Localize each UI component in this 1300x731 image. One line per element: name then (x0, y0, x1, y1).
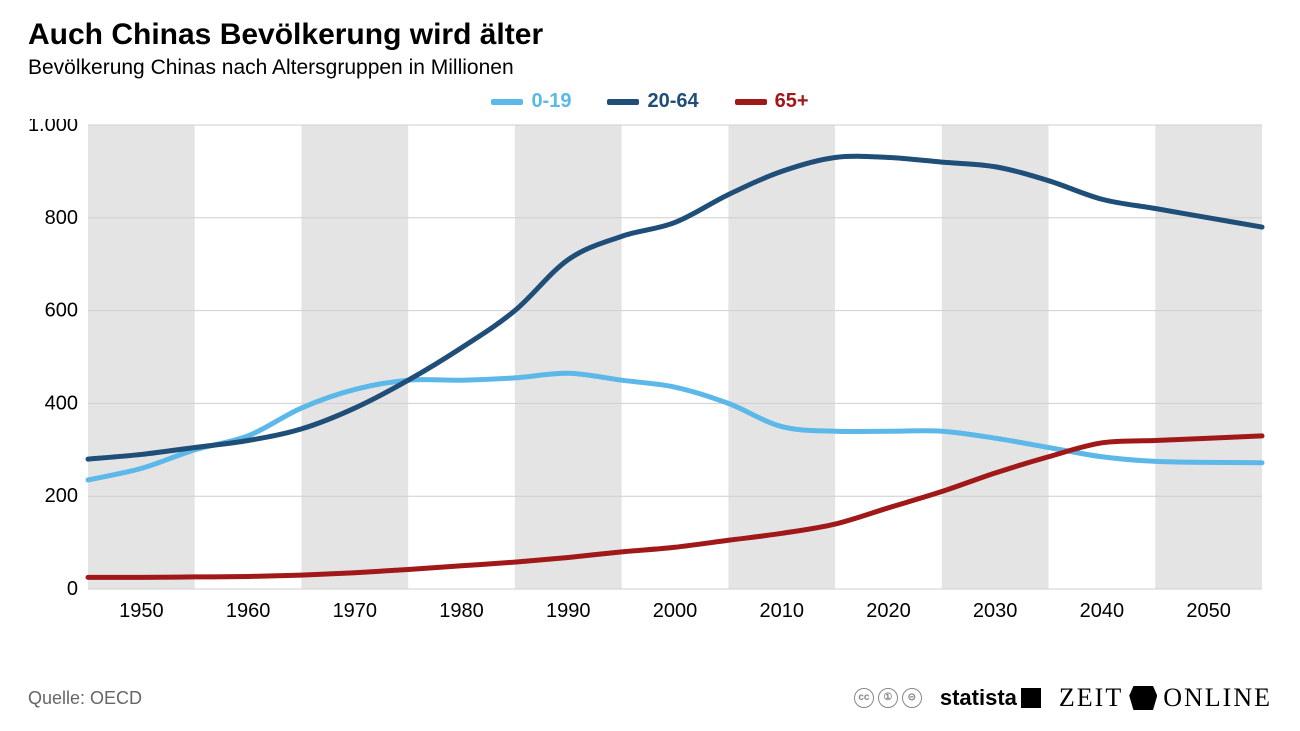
legend-label: 20-64 (647, 90, 698, 113)
legend-label: 65+ (775, 90, 809, 113)
zeit-text-left: ZEIT (1059, 683, 1123, 713)
zeit-online-logo: ZEIT ONLINE (1059, 683, 1272, 713)
legend-item-20-64: 20-64 (607, 90, 698, 113)
x-axis-label: 2030 (973, 600, 1018, 622)
line-chart: 0 200 400 600 800 1.000 1950 1960 1970 1980 1990 20… (28, 119, 1272, 629)
y-axis-label: 0 (67, 578, 78, 600)
brand-row: cc ① ⊝ statista ZEIT ONLINE (854, 683, 1272, 713)
legend: 0-19 20-64 65+ (28, 90, 1272, 113)
x-axis-label: 2020 (866, 600, 911, 622)
chart-title: Auch Chinas Bevölkerung wird älter (28, 18, 1272, 52)
cc-icons: cc ① ⊝ (854, 688, 922, 708)
x-axis-label: 2010 (759, 600, 804, 622)
cc-icon: cc (854, 688, 874, 708)
chart-subtitle: Bevölkerung Chinas nach Altersgruppen in… (28, 56, 1272, 80)
series-line-20-64 (88, 156, 1262, 459)
zeit-crest-icon (1129, 686, 1157, 710)
statista-text: statista (940, 685, 1017, 711)
legend-item-65+: 65+ (735, 90, 809, 113)
x-axis-label: 1980 (439, 600, 484, 622)
x-axis-label: 2000 (653, 600, 698, 622)
x-axis-label: 1960 (226, 600, 271, 622)
statista-logo: statista (940, 685, 1041, 711)
x-axis-label: 1970 (333, 600, 378, 622)
y-axis-label: 600 (45, 300, 78, 322)
zeit-text-right: ONLINE (1163, 683, 1272, 713)
legend-item-0-19: 0-19 (491, 90, 571, 113)
y-axis-label: 200 (45, 485, 78, 507)
y-axis-label: 800 (45, 207, 78, 229)
cc-by-icon: ① (878, 688, 898, 708)
legend-swatch (491, 99, 523, 105)
y-axis-label: 400 (45, 392, 78, 414)
chart-area: 0 200 400 600 800 1.000 1950 1960 1970 1980 1990 20… (28, 119, 1272, 629)
y-axis-label: 1.000 (28, 119, 78, 136)
x-axis-label: 1990 (546, 600, 591, 622)
series-line-65+ (88, 436, 1262, 578)
legend-swatch (735, 99, 767, 105)
legend-swatch (607, 99, 639, 105)
source-label: Quelle: OECD (28, 688, 142, 709)
x-axis-label: 1950 (119, 600, 164, 622)
x-axis-label: 2050 (1186, 600, 1231, 622)
series-line-0-19 (88, 373, 1262, 480)
statista-icon (1021, 688, 1041, 708)
legend-label: 0-19 (531, 90, 571, 113)
x-axis-label: 2040 (1080, 600, 1125, 622)
cc-nd-icon: ⊝ (902, 688, 922, 708)
